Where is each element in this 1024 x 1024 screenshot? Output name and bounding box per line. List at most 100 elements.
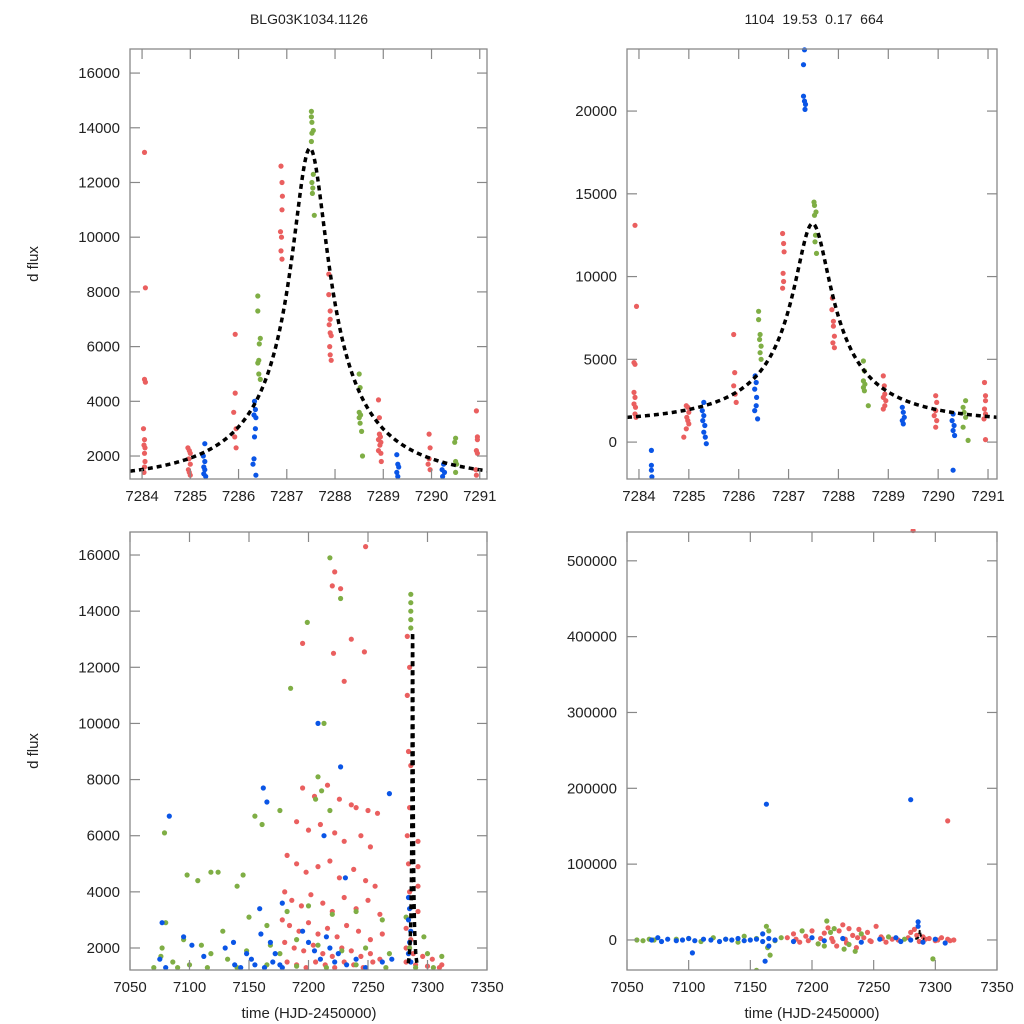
data-point-green xyxy=(308,138,314,145)
data-point-blue xyxy=(701,429,707,435)
data-point-red xyxy=(405,748,412,755)
x-tick-label: 7300 xyxy=(411,979,444,996)
data-point-green xyxy=(824,918,830,924)
data-point-blue xyxy=(395,473,401,479)
data-point-red xyxy=(429,956,435,962)
data-point-red xyxy=(632,404,639,410)
data-point-green xyxy=(960,424,966,430)
x-tick-label: 7290 xyxy=(415,488,448,505)
data-point-red xyxy=(375,397,382,403)
data-point-blue xyxy=(716,938,723,945)
series-blue xyxy=(200,398,448,479)
data-point-red xyxy=(278,248,284,254)
data-point-green xyxy=(240,872,246,878)
data-point-blue xyxy=(252,962,258,968)
data-point-red xyxy=(404,833,410,839)
data-point-red xyxy=(803,933,809,939)
data-point-green xyxy=(408,617,414,623)
data-point-blue xyxy=(323,934,329,940)
data-point-red xyxy=(313,959,319,965)
data-point-blue xyxy=(950,467,956,473)
data-point-blue xyxy=(952,432,958,439)
data-point-green xyxy=(430,965,436,970)
data-point-blue xyxy=(272,951,278,957)
data-point-green xyxy=(767,952,773,958)
data-point-blue xyxy=(658,938,665,945)
data-point-red xyxy=(291,945,297,951)
data-point-red xyxy=(415,864,421,870)
data-point-blue xyxy=(898,938,904,945)
data-point-red xyxy=(341,678,347,684)
data-point-blue xyxy=(648,447,655,453)
data-point-red xyxy=(377,911,383,917)
data-point-red xyxy=(780,230,786,237)
data-point-green xyxy=(256,341,262,347)
data-point-red xyxy=(947,938,953,944)
data-point-red xyxy=(367,951,373,957)
data-point-blue xyxy=(800,62,807,68)
y-tick-label: 0 xyxy=(609,434,617,451)
data-point-blue xyxy=(327,945,333,951)
data-point-red xyxy=(326,322,332,328)
series-red xyxy=(631,222,989,443)
data-point-blue xyxy=(915,923,921,929)
data-point-red xyxy=(982,393,989,399)
data-point-red xyxy=(317,821,323,828)
data-point-blue xyxy=(692,938,698,944)
data-point-red xyxy=(376,415,382,421)
data-point-blue xyxy=(386,791,392,797)
data-point-green xyxy=(413,965,419,970)
data-point-red xyxy=(282,939,288,946)
data-point-red xyxy=(308,892,314,898)
data-point-blue xyxy=(267,939,273,946)
data-point-green xyxy=(757,350,763,356)
data-point-blue xyxy=(338,764,344,770)
data-point-red xyxy=(327,352,333,358)
data-point-blue xyxy=(202,441,208,447)
data-point-green xyxy=(220,928,226,934)
data-point-red xyxy=(141,450,148,456)
data-point-red xyxy=(873,923,879,929)
data-point-blue xyxy=(396,464,402,470)
data-point-blue xyxy=(440,473,446,479)
x-axis-label-bottom-left: time (HJD-2450000) xyxy=(241,1005,376,1022)
y-tick-label: 2000 xyxy=(87,448,120,465)
data-point-blue xyxy=(908,797,914,803)
data-point-red xyxy=(933,393,939,399)
series-blue xyxy=(157,720,414,970)
data-point-green xyxy=(208,951,214,957)
data-point-green xyxy=(452,439,458,445)
y-tick-label: 14000 xyxy=(78,120,120,137)
data-point-green xyxy=(246,914,252,920)
panel-marks xyxy=(627,47,997,479)
data-point-green xyxy=(846,941,852,948)
panel-top-right: 1104 19.53 0.17 664 7284 7285 7286 7287 7288… xyxy=(575,11,1004,505)
x-tick-label: 7200 xyxy=(795,979,828,996)
data-point-red xyxy=(334,934,340,940)
data-point-green xyxy=(861,388,868,394)
data-point-red xyxy=(420,953,426,960)
data-point-blue xyxy=(270,959,276,965)
data-point-blue xyxy=(394,469,400,475)
data-point-green xyxy=(421,934,427,940)
data-point-red xyxy=(328,357,334,363)
data-point-green xyxy=(255,360,261,366)
data-point-green xyxy=(315,774,321,780)
y-tick-label: 200000 xyxy=(567,780,617,797)
panel-marks xyxy=(634,529,957,970)
data-point-red xyxy=(284,959,290,965)
data-point-red xyxy=(830,938,836,945)
data-point-red xyxy=(348,636,354,642)
x-tick-label: 7200 xyxy=(292,979,325,996)
data-point-blue xyxy=(686,935,692,942)
data-point-green xyxy=(327,555,333,561)
data-point-red xyxy=(187,450,193,456)
data-point-red xyxy=(780,270,786,276)
data-point-red xyxy=(733,399,739,405)
data-point-blue xyxy=(260,785,266,791)
data-point-red xyxy=(880,406,886,412)
data-point-red xyxy=(336,796,342,802)
data-point-blue xyxy=(342,875,348,881)
data-point-green xyxy=(329,911,335,917)
data-point-green xyxy=(356,415,362,421)
